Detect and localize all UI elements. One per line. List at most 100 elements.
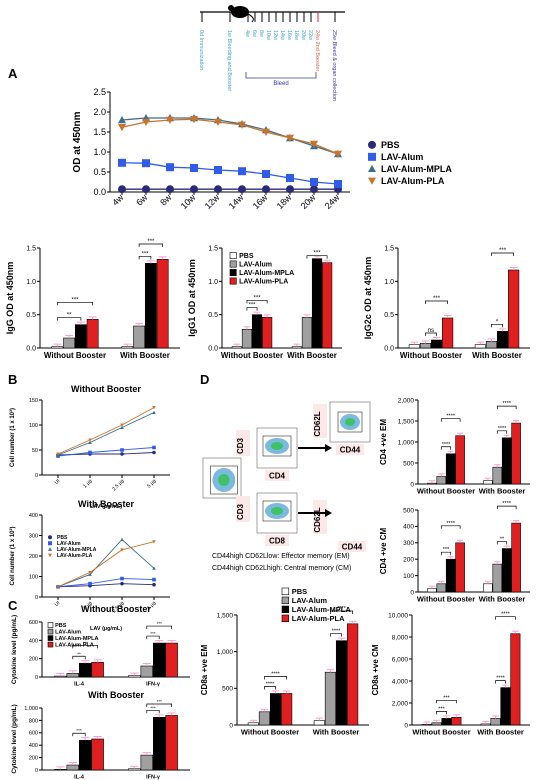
significance-bracket [246, 299, 268, 304]
significance-label: *** [443, 695, 450, 701]
legend-label: LAV-Alum-PLA [381, 176, 445, 186]
legend-label: LAV-Alum-PLA [239, 279, 288, 286]
series-line [121, 162, 339, 185]
significance-label: *** [254, 295, 262, 301]
bar [247, 722, 259, 726]
y-tick-label: 0.5 [208, 312, 218, 319]
bar [231, 346, 242, 349]
bar [436, 476, 447, 485]
series-line [57, 412, 155, 456]
bar [324, 671, 337, 726]
y-tick-label: 400 [403, 524, 414, 531]
x-category-label: Without Booster [417, 487, 475, 496]
y-tick-label: 8,000 [392, 634, 409, 641]
significance-label: **** [502, 501, 511, 507]
bar [54, 769, 67, 771]
legend-label: LAV-Alum-PLA [292, 614, 345, 623]
bar [500, 687, 511, 726]
x-category-label: Without Booster [412, 728, 470, 737]
y-axis-title: Cell number (1 x 10³) [9, 526, 16, 585]
significance-label: **** [266, 681, 275, 687]
significance-bracket [146, 703, 172, 707]
panel-label-d: D [200, 372, 210, 387]
bar [140, 754, 154, 771]
data-point [88, 440, 92, 444]
y-tick-label: 0.5 [384, 312, 394, 319]
mouse-head [228, 5, 234, 11]
y-axis-title: IgG1 OD at 450nm [187, 259, 197, 337]
cd3-label-bg [236, 496, 250, 522]
significance-bracket [138, 255, 152, 260]
significance-label: **** [337, 606, 346, 612]
bar [501, 548, 512, 593]
significance-bracket [72, 732, 86, 737]
legend-label: LAV-Alum [381, 152, 423, 162]
significance-bracket [425, 332, 437, 336]
legend-label: LAV-Alum [57, 541, 81, 547]
legend-marker [48, 541, 52, 546]
bar [442, 317, 454, 349]
y-tick-label: 400 [29, 638, 38, 644]
series-line [57, 583, 155, 588]
data-point [190, 116, 198, 124]
significance-bracket [495, 616, 516, 620]
y-tick-label: 1,500 [217, 612, 234, 619]
legend-label: LAV-Alum-MPLA [239, 270, 294, 277]
y-tick-label: 200 [29, 554, 38, 560]
x-tick-label: UI [54, 600, 62, 608]
legend-swatch [281, 605, 290, 614]
significance-bracket [496, 405, 517, 410]
y-axis-title: OD at 450nm [72, 111, 83, 172]
data-point [88, 450, 92, 455]
significance-bracket [264, 676, 287, 680]
significance-label: *** [141, 251, 149, 257]
y-tick-label: 200 [29, 657, 38, 663]
cd62l-label: CD62L [313, 507, 322, 532]
bar [496, 331, 509, 349]
x-tick-label: 18w [275, 192, 294, 211]
legend-swatch [229, 269, 237, 276]
x-category-label: With Booster [287, 351, 337, 360]
y-tick-label: 1.5 [384, 245, 394, 252]
y-tick-label: 1.5 [93, 127, 106, 137]
bar [322, 262, 333, 349]
bar [144, 263, 157, 349]
x-tick-label: 24w [323, 192, 342, 211]
significance-bracket [436, 699, 457, 704]
y-tick-label: 2.0 [93, 107, 106, 117]
legend-swatch [229, 277, 237, 285]
legend-label: LAV-Alum [292, 596, 328, 605]
y-tick-label: 200 [403, 556, 414, 563]
y-tick-label: 500 [222, 686, 233, 693]
significance-label: * [496, 319, 499, 325]
y-tick-label: 0 [35, 675, 38, 681]
bar [156, 259, 169, 349]
data-point [120, 423, 124, 427]
series-line [57, 578, 155, 588]
x-tick-label: 2.5 µg [111, 478, 125, 492]
data-point [262, 170, 270, 178]
data-point [214, 166, 222, 174]
bar [91, 738, 104, 771]
panel-label-b: B [8, 372, 18, 387]
mouse-tail [247, 13, 254, 23]
timeline-label: 24w 2nd Booster [314, 30, 320, 71]
legend-swatch [229, 252, 237, 259]
x-category-label: IFN-γ [146, 775, 161, 780]
data-point [310, 178, 318, 186]
x-category-label: Without Booster [44, 351, 106, 360]
data-point [152, 410, 156, 414]
legend-swatch [47, 628, 54, 635]
y-axis-title: IgG OD at 450nm [5, 262, 15, 335]
data-point [152, 450, 156, 455]
chart-title: Without Booster [81, 604, 151, 614]
timeline-label: 4w [244, 30, 250, 37]
series-line [121, 117, 339, 155]
y-tick-label: 300 [29, 533, 38, 539]
significance-label: **** [332, 629, 341, 635]
chart-title: With Booster [78, 499, 134, 509]
cd44-label-bg [336, 444, 364, 455]
series-line [57, 538, 155, 588]
legend-marker [368, 152, 376, 161]
